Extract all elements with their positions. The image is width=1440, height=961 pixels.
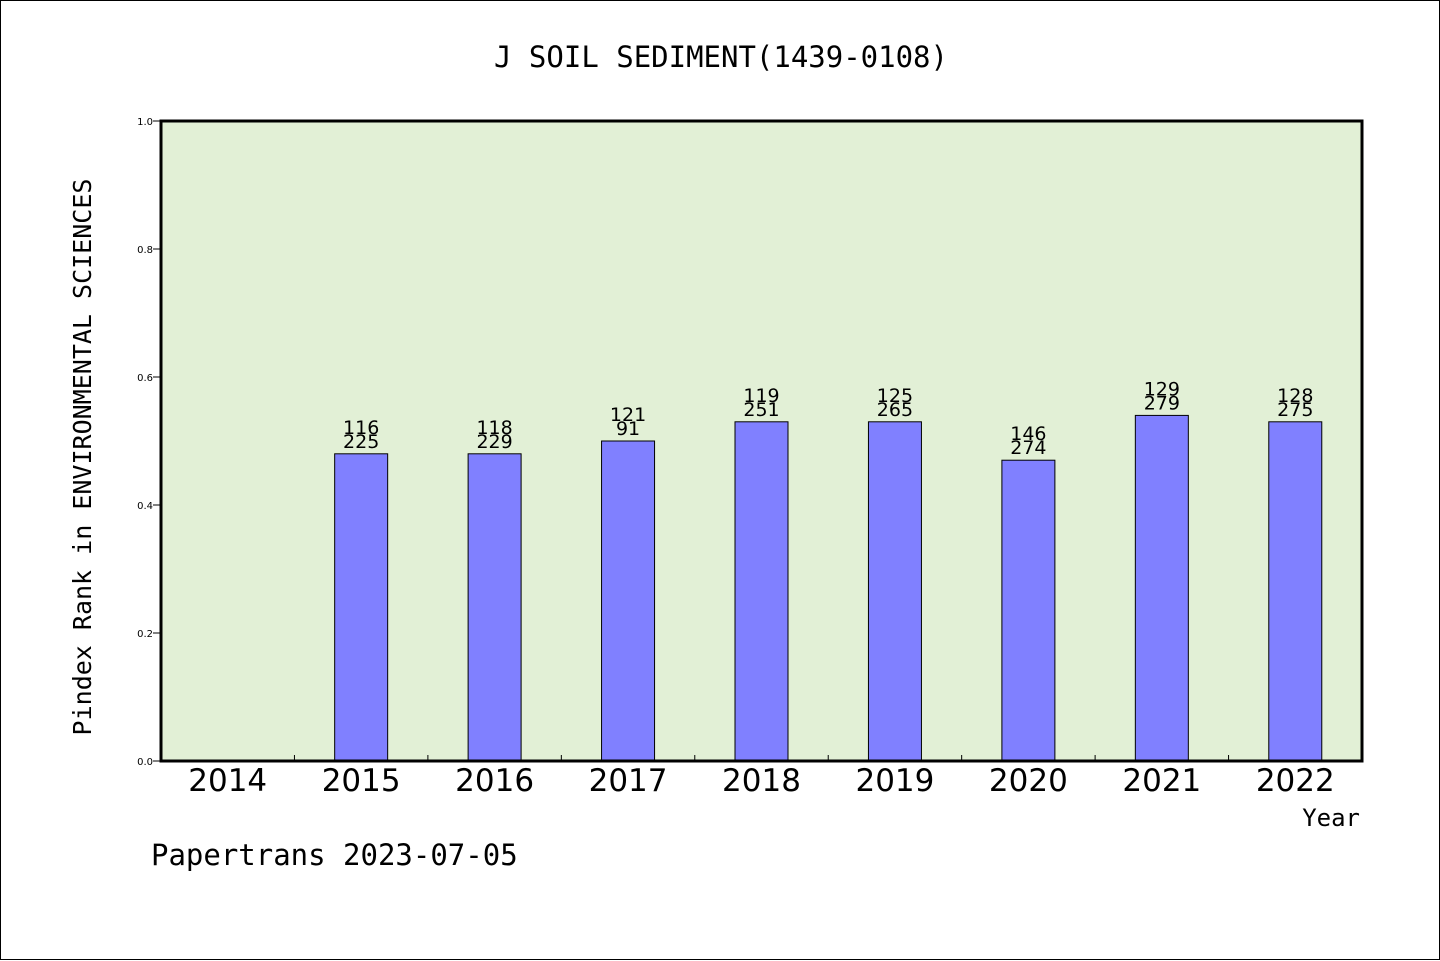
bar (734, 421, 789, 762)
bar-label-bottom: 91 (616, 418, 640, 440)
footer-credit: Papertrans 2023-07-05 (151, 838, 518, 872)
bar-label-bottom: 225 (343, 431, 379, 453)
bar-label-top: 125 (877, 385, 913, 407)
bar-label-bottom: 229 (476, 431, 512, 453)
x-axis-ticks: 2014 2015 2016 2017 2018 2019 2020 2021 2022 (188, 755, 1335, 799)
x-tick-label: 2015 (322, 763, 401, 799)
y-tick-label: 0.8 (137, 245, 153, 256)
bar (467, 453, 522, 762)
bar-label-top: 146 (1010, 423, 1046, 445)
bar-label-top: 118 (476, 417, 512, 439)
bar-label-top: 121 (610, 404, 646, 426)
y-tick-label: 0.6 (137, 373, 153, 384)
y-axis-ticks: 0.0 0.2 0.4 0.6 0.8 1.0 (137, 117, 161, 768)
x-tick-label: 2016 (455, 763, 534, 799)
bar-label-bottom: 274 (1010, 437, 1046, 459)
bar-series (334, 414, 1323, 762)
bar (1268, 421, 1323, 762)
bar-label-top: 129 (1144, 378, 1180, 400)
bar-label-bottom: 251 (743, 399, 779, 421)
x-tick-label: 2019 (855, 763, 934, 799)
bar-label-bottom: 265 (877, 399, 913, 421)
bar-label-top: 116 (343, 417, 379, 439)
x-tick-label: 2014 (188, 763, 267, 799)
bar-label-top: 119 (743, 385, 779, 407)
bar (1001, 459, 1056, 762)
bar (334, 453, 389, 762)
x-tick-label: 2022 (1256, 763, 1335, 799)
y-tick-label: 0.2 (137, 629, 153, 640)
bar (867, 421, 922, 762)
y-axis-label: Pindex Rank in ENVIRONMENTAL SCIENCES (68, 179, 97, 736)
x-tick-label: 2021 (1122, 763, 1201, 799)
y-tick-label: 0.0 (137, 757, 153, 768)
bar-label-top: 128 (1277, 385, 1313, 407)
x-axis-label: Year (1302, 804, 1360, 832)
bar-labels: 1162251182291219111925112526514627412927… (343, 378, 1313, 459)
plot-border (159, 119, 1364, 763)
bar (1134, 414, 1189, 762)
x-tick-label: 2017 (589, 763, 668, 799)
chart-title: J SOIL SEDIMENT(1439-0108) (494, 40, 948, 74)
x-tick-label: 2020 (989, 763, 1068, 799)
bar-label-bottom: 275 (1277, 399, 1313, 421)
bar (601, 440, 656, 762)
x-tick-label: 2018 (722, 763, 801, 799)
bar-label-bottom: 279 (1144, 392, 1180, 414)
y-tick-label: 1.0 (137, 117, 153, 128)
y-tick-label: 0.4 (137, 501, 153, 512)
